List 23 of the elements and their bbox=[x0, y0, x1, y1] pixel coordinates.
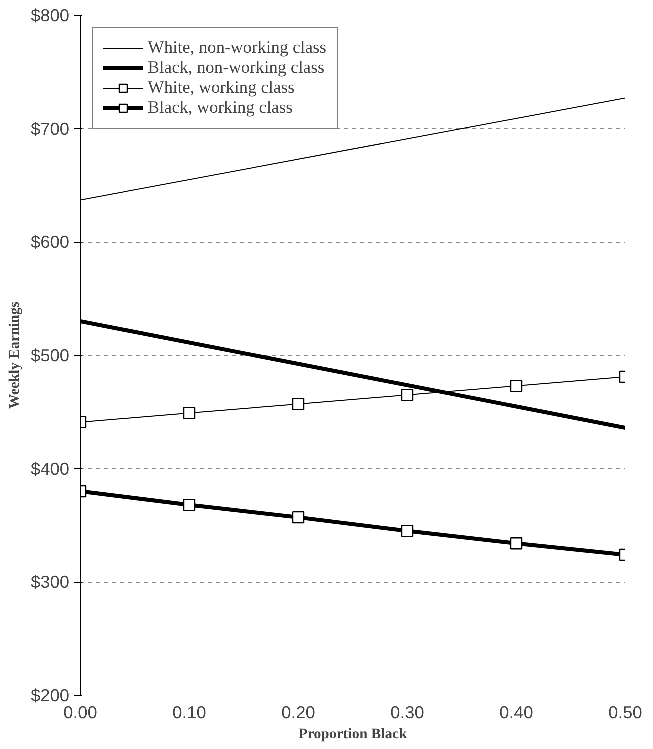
legend-label: Black, non-working class bbox=[148, 58, 325, 78]
y-tick-label: $200 bbox=[30, 686, 70, 706]
point bbox=[292, 511, 305, 524]
legend-label: Black, working class bbox=[148, 98, 293, 118]
x-tick-label: 0.50 bbox=[608, 702, 642, 722]
y-tick-label: $800 bbox=[30, 6, 70, 26]
point bbox=[401, 525, 414, 538]
x-tick-label: 0.40 bbox=[500, 702, 534, 722]
point bbox=[401, 389, 414, 402]
legend-label: White, working class bbox=[148, 78, 295, 98]
x-tick-label: 0.20 bbox=[282, 702, 316, 722]
y-tick-label: $400 bbox=[30, 458, 70, 479]
y-axis-title: Weekly Earnings bbox=[6, 302, 23, 410]
y-tick-label: $300 bbox=[30, 572, 70, 592]
x-tick-label: 0.30 bbox=[390, 702, 424, 722]
point bbox=[292, 398, 305, 410]
y-tick-label: $700 bbox=[30, 118, 70, 139]
y-tick-label: $600 bbox=[30, 232, 70, 252]
legend-label: White, non-working class bbox=[148, 38, 327, 58]
y-tick-label: $500 bbox=[30, 346, 70, 366]
x-tick-label: 0.00 bbox=[64, 702, 98, 722]
x-axis-title: Proportion Black bbox=[298, 726, 408, 742]
x-tick-label: 0.10 bbox=[172, 702, 206, 722]
